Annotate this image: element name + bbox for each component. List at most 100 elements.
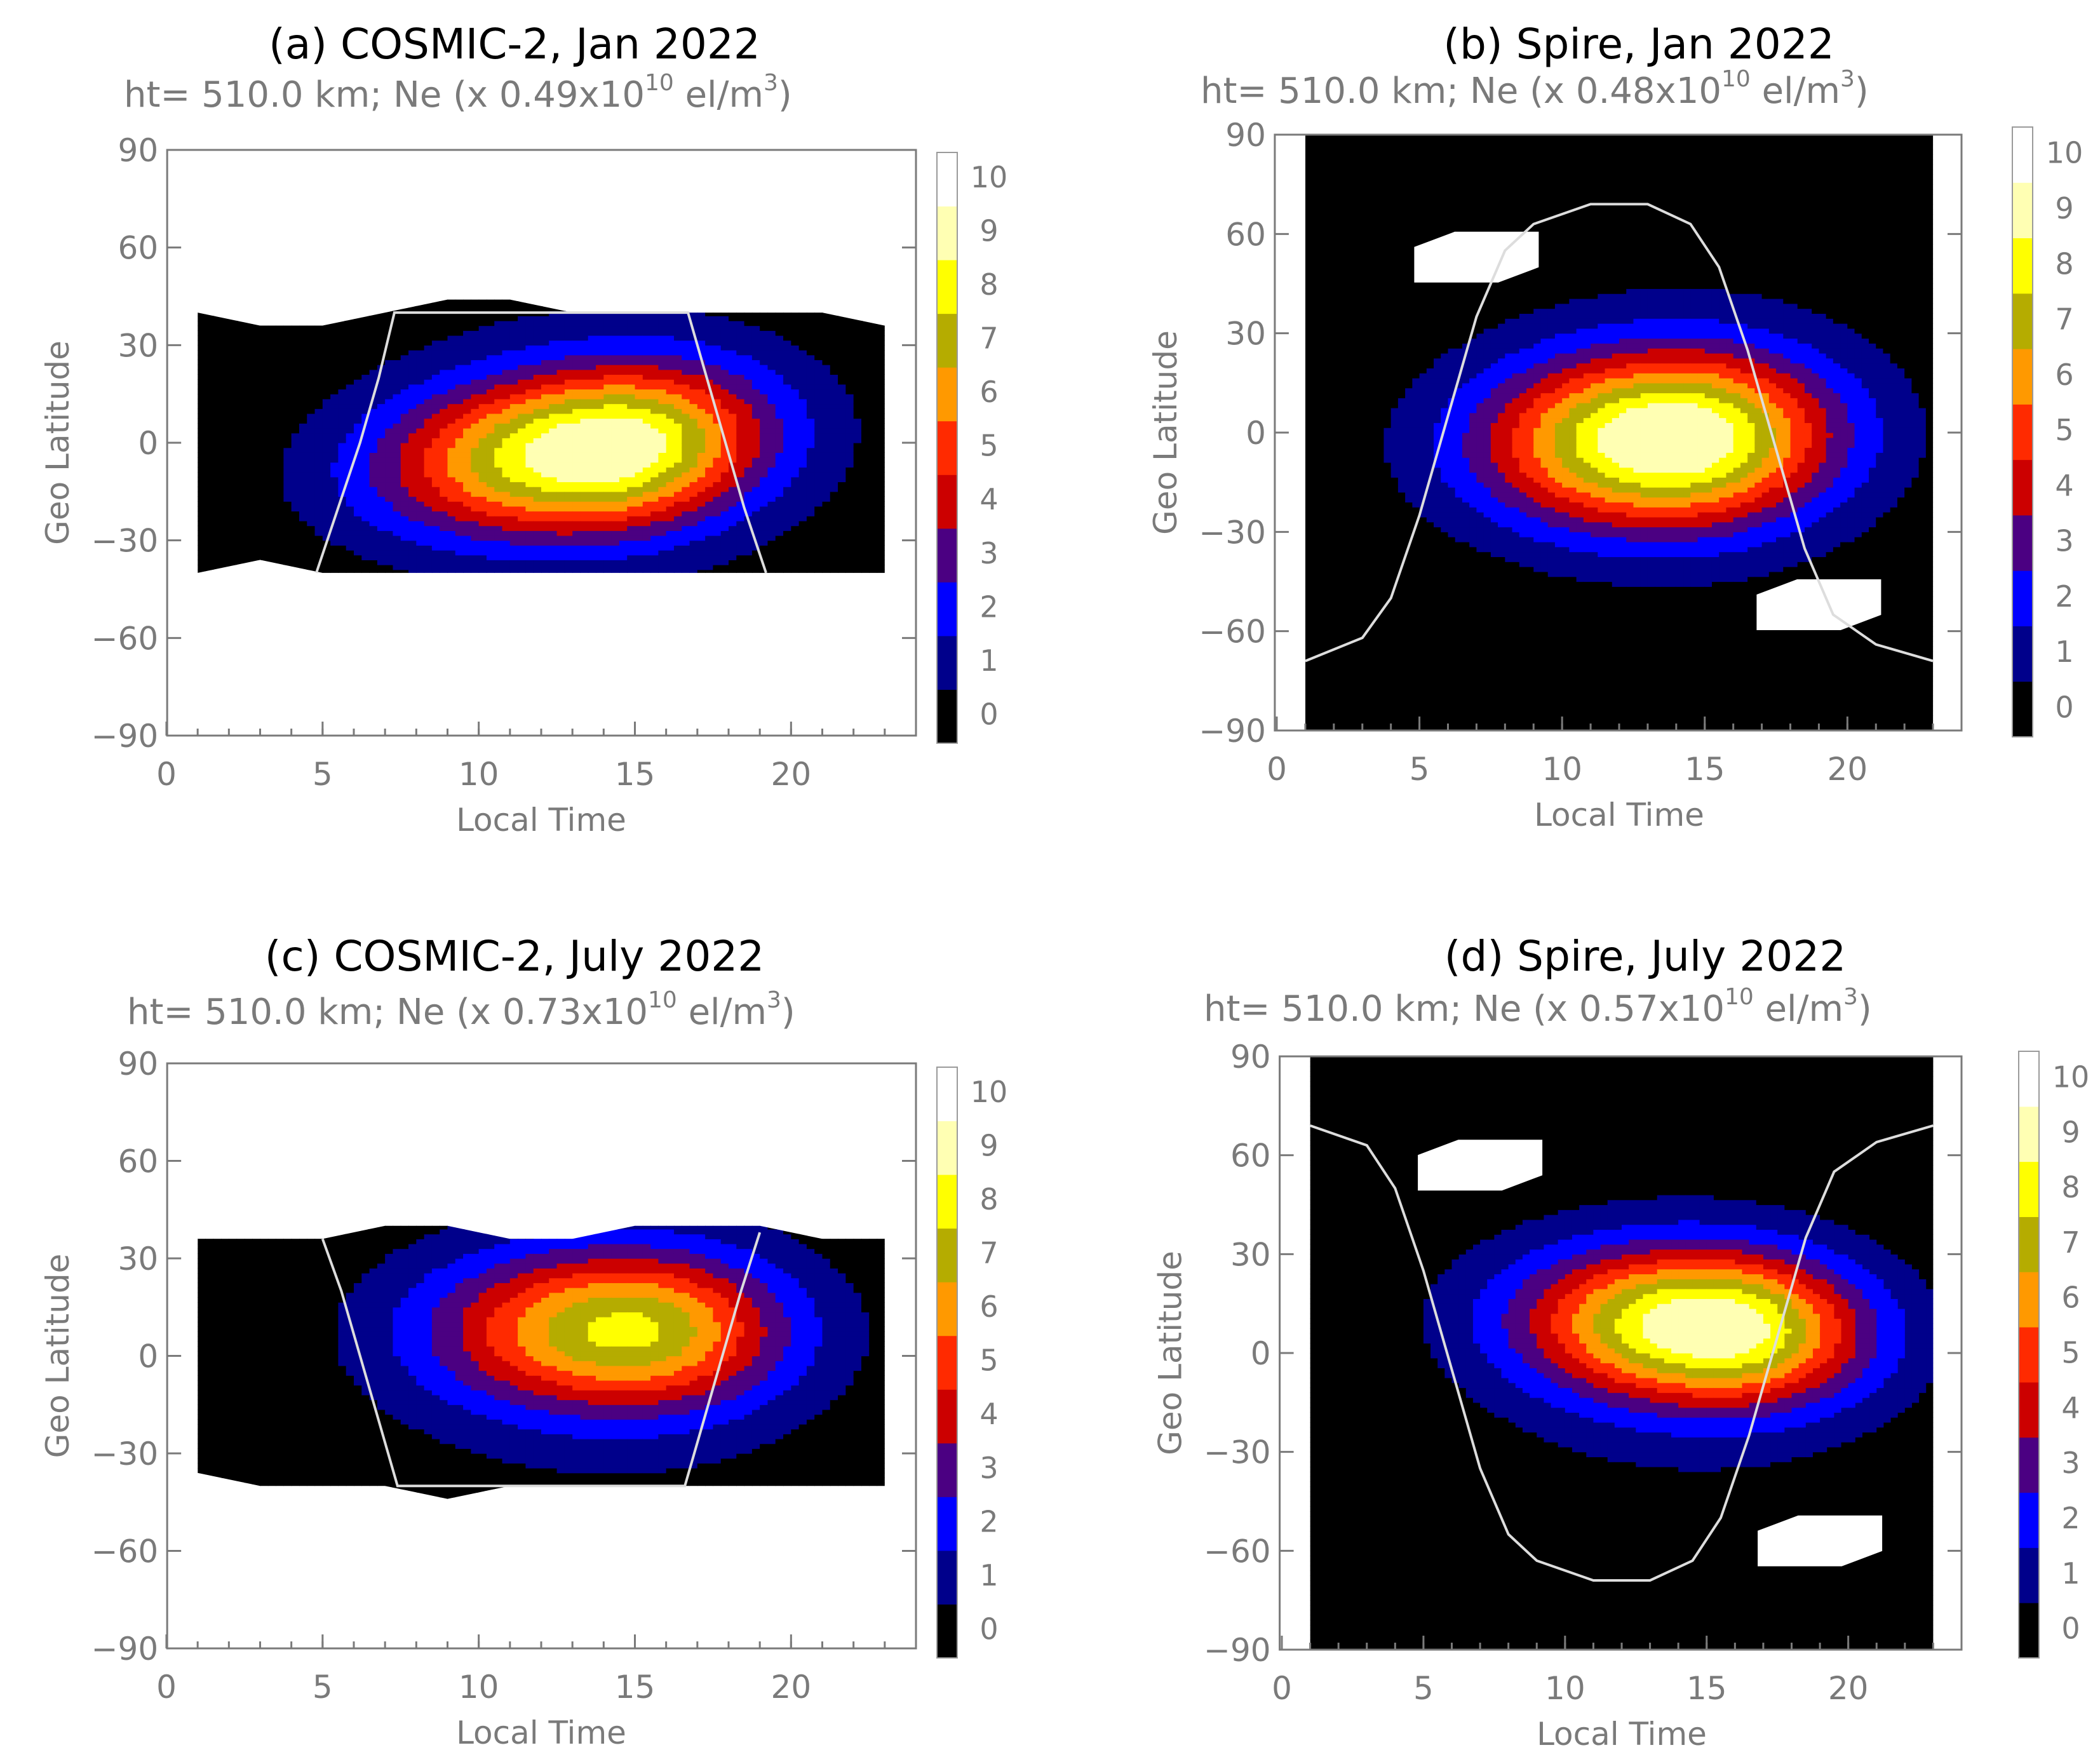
field-cell [479, 204, 487, 209]
field-cell [330, 472, 339, 478]
field-cell [432, 155, 440, 160]
field-cell [463, 589, 471, 595]
field-cell [393, 687, 401, 692]
field-cell [283, 408, 292, 414]
field-cell [323, 687, 331, 692]
field-cell [369, 569, 378, 573]
field-cell [518, 462, 527, 468]
field-cell [463, 379, 471, 385]
field-cell [283, 540, 292, 546]
field-cell [221, 170, 229, 175]
field-cell [346, 457, 354, 463]
field-cell [276, 159, 284, 165]
field-cell [276, 223, 284, 228]
field-cell [307, 614, 315, 619]
field-cell [276, 506, 284, 512]
field-cell [283, 628, 292, 633]
field-cell [487, 219, 495, 224]
field-cell [198, 306, 206, 312]
field-cell [401, 638, 409, 643]
field-cell [346, 501, 354, 507]
field-cell [283, 467, 292, 473]
field-cell [455, 506, 464, 512]
field-cell [299, 697, 307, 702]
field-cell [292, 277, 300, 282]
field-cell [494, 208, 502, 213]
field-cell [330, 565, 339, 570]
field-cell [283, 701, 292, 706]
field-cell [252, 350, 261, 356]
field-cell [315, 648, 323, 653]
field-cell [487, 155, 495, 160]
field-cell [479, 213, 487, 219]
field-cell [268, 213, 276, 219]
field-cell [416, 365, 425, 370]
field-cell [455, 194, 464, 199]
field-cell [267, 379, 276, 385]
field-cell [237, 687, 245, 692]
field-cell [361, 701, 370, 706]
field-cell [486, 511, 495, 516]
field-cell [377, 228, 386, 233]
field-cell [471, 238, 479, 243]
field-cell [369, 320, 378, 327]
field-cell [267, 301, 276, 307]
field-cell [424, 277, 433, 282]
field-cell [268, 199, 276, 204]
field-cell [440, 540, 448, 546]
field-cell [486, 516, 495, 522]
field-cell [307, 184, 315, 189]
field-cell [330, 199, 339, 204]
field-cell [260, 520, 269, 527]
field-cell [424, 569, 433, 573]
field-cell [424, 487, 433, 492]
field-cell [431, 545, 440, 551]
field-cell [307, 281, 315, 286]
field-cell [205, 472, 214, 478]
field-cell [237, 233, 245, 238]
field-cell [260, 335, 269, 341]
field-cell [487, 238, 495, 243]
field-cell [377, 433, 386, 438]
field-cell [221, 633, 229, 638]
field-cell [393, 711, 401, 717]
field-cell [431, 467, 440, 473]
field-cell [283, 545, 292, 551]
field-cell [276, 199, 284, 204]
field-cell [377, 423, 386, 429]
field-cell [424, 374, 433, 380]
field-cell [299, 335, 307, 341]
field-cell [315, 292, 323, 297]
field-cell [221, 574, 229, 579]
field-cell [330, 652, 339, 657]
field-cell [448, 194, 456, 199]
field-cell [463, 320, 471, 327]
field-cell [361, 413, 370, 419]
field-cell [478, 394, 487, 400]
field-cell [299, 179, 307, 184]
field-cell [292, 609, 300, 614]
field-cell [260, 208, 269, 213]
field-cell [237, 174, 245, 179]
field-cell [494, 299, 503, 302]
field-cell [479, 643, 487, 648]
field-cell [354, 433, 362, 438]
field-cell [440, 530, 448, 536]
field-cell [276, 360, 284, 365]
field-cell [245, 170, 253, 175]
field-cell [198, 299, 206, 302]
field-cell [455, 423, 464, 429]
field-cell [237, 199, 245, 204]
field-cell [440, 716, 448, 721]
field-cell [424, 403, 433, 409]
field-cell [393, 643, 401, 648]
field-cell [408, 374, 417, 380]
field-cell [432, 584, 440, 589]
field-cell [385, 257, 393, 262]
field-cell [221, 462, 229, 468]
field-cell [205, 316, 214, 321]
field-cell [198, 243, 206, 248]
field-cell [361, 525, 370, 531]
field-cell [424, 379, 433, 385]
field-cell [455, 511, 464, 516]
